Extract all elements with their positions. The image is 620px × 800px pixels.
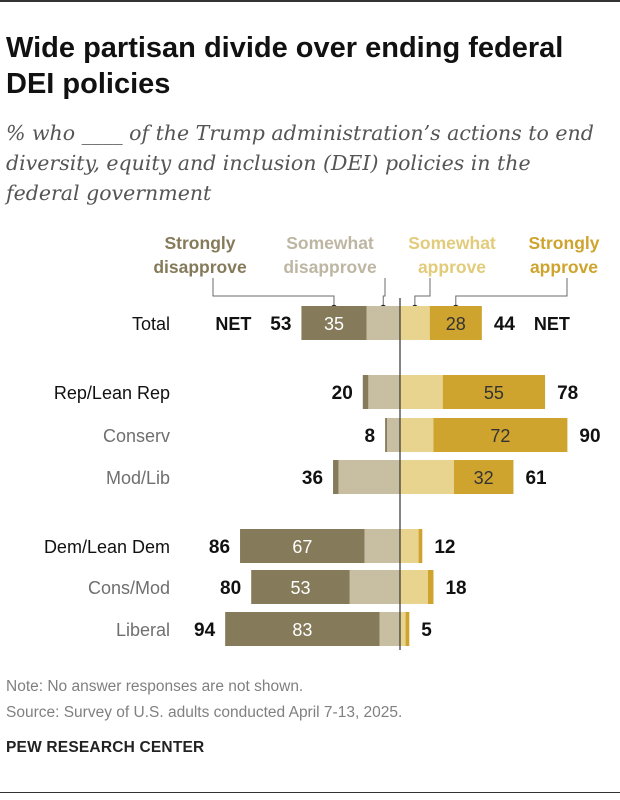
bar-strongly-disapprove: [362, 375, 369, 409]
category-label: Rep/Lean Rep: [54, 383, 170, 403]
net-label-right: NET: [534, 314, 570, 334]
category-label: Liberal: [116, 620, 170, 640]
bar-somewhat-approve: [400, 460, 454, 494]
bar-somewhat-disapprove: [368, 375, 400, 409]
legend-label-strongly-approve: approve: [530, 257, 598, 277]
bar-somewhat-disapprove: [366, 306, 400, 340]
net-disapprove-value: 94: [194, 620, 216, 641]
legend-leader-somewhat-approve: [414, 278, 431, 308]
bar-strongly-approve: [453, 460, 514, 494]
bar-strongly-approve: [405, 612, 410, 646]
bar-somewhat-approve: [400, 418, 434, 452]
net-approve-value: 90: [579, 426, 600, 447]
bar-strongly-disapprove: [333, 460, 339, 494]
bar-value-label: 53: [290, 578, 310, 598]
legend-leader-somewhat-disapprove: [382, 278, 386, 308]
top-rule: [0, 0, 620, 2]
bar-value-label: 32: [474, 468, 494, 488]
bar-value-label: 35: [324, 314, 344, 334]
bar-strongly-disapprove: [251, 570, 350, 604]
category-label: Mod/Lib: [106, 468, 170, 488]
net-disapprove-value: 53: [270, 314, 291, 335]
net-disapprove-value: 8: [365, 426, 376, 447]
bar-somewhat-disapprove: [338, 460, 400, 494]
net-approve-value: 5: [421, 620, 432, 641]
net-approve-value: 18: [445, 578, 466, 599]
bar-somewhat-disapprove: [364, 529, 400, 563]
bar-strongly-disapprove: [225, 612, 380, 646]
legend-label-somewhat-approve: approve: [418, 257, 486, 277]
legend-label-strongly-disapprove: Strongly: [165, 233, 236, 253]
bar-strongly-disapprove: [301, 306, 367, 340]
net-disapprove-value: 86: [209, 537, 230, 558]
bar-somewhat-approve: [400, 612, 406, 646]
category-label: Cons/Mod: [88, 578, 170, 598]
net-approve-value: 12: [434, 537, 455, 558]
bar-strongly-approve: [429, 306, 482, 340]
bar-value-label: 28: [446, 314, 466, 334]
net-approve-value: 44: [494, 314, 516, 335]
bar-value-label: 55: [484, 383, 504, 403]
net-approve-value: 61: [525, 468, 547, 489]
net-approve-value: 78: [557, 383, 578, 404]
legend-label-somewhat-disapprove: Somewhat: [286, 233, 374, 253]
legend-leader-strongly-disapprove: [212, 278, 335, 308]
chart-subtitle: % who ____ of the Trump administration’s…: [6, 121, 594, 205]
legend-leader-strongly-approve: [455, 278, 568, 308]
bar-strongly-approve: [442, 375, 546, 409]
legend-label-somewhat-approve: Somewhat: [408, 233, 496, 253]
bar-value-label: 67: [292, 537, 312, 557]
legend-label-strongly-disapprove: disapprove: [153, 257, 247, 277]
bar-somewhat-disapprove: [379, 612, 400, 646]
brand-logo-text: PEW RESEARCH CENTER: [6, 739, 205, 756]
chart-note: Note: No answer responses are not shown.: [6, 678, 304, 695]
bar-somewhat-disapprove: [386, 418, 400, 452]
bar-somewhat-approve: [400, 306, 430, 340]
category-label: Conserv: [103, 426, 170, 446]
bar-strongly-approve: [427, 570, 434, 604]
chart-source: Source: Survey of U.S. adults conducted …: [6, 704, 403, 721]
bar-strongly-disapprove: [240, 529, 365, 563]
bar-value-label: 83: [292, 620, 312, 640]
chart-title: Wide partisan divide over ending federal…: [6, 32, 564, 100]
legend-label-strongly-approve: Strongly: [529, 233, 600, 253]
bar-somewhat-approve: [400, 529, 419, 563]
category-label: Dem/Lean Dem: [44, 537, 170, 557]
bar-strongly-disapprove: [385, 418, 387, 452]
legend-label-somewhat-disapprove: disapprove: [283, 257, 377, 277]
category-label: Total: [132, 314, 170, 334]
bar-strongly-approve: [418, 529, 423, 563]
net-disapprove-value: 36: [302, 468, 323, 489]
bar-strongly-approve: [433, 418, 568, 452]
bar-value-label: 72: [490, 426, 510, 446]
bottom-rule: [0, 792, 620, 793]
net-label-left: NET: [215, 314, 251, 334]
net-disapprove-value: 20: [332, 383, 353, 404]
bar-somewhat-approve: [400, 375, 443, 409]
bar-somewhat-approve: [400, 570, 428, 604]
bar-somewhat-disapprove: [349, 570, 400, 604]
net-disapprove-value: 80: [220, 578, 241, 599]
